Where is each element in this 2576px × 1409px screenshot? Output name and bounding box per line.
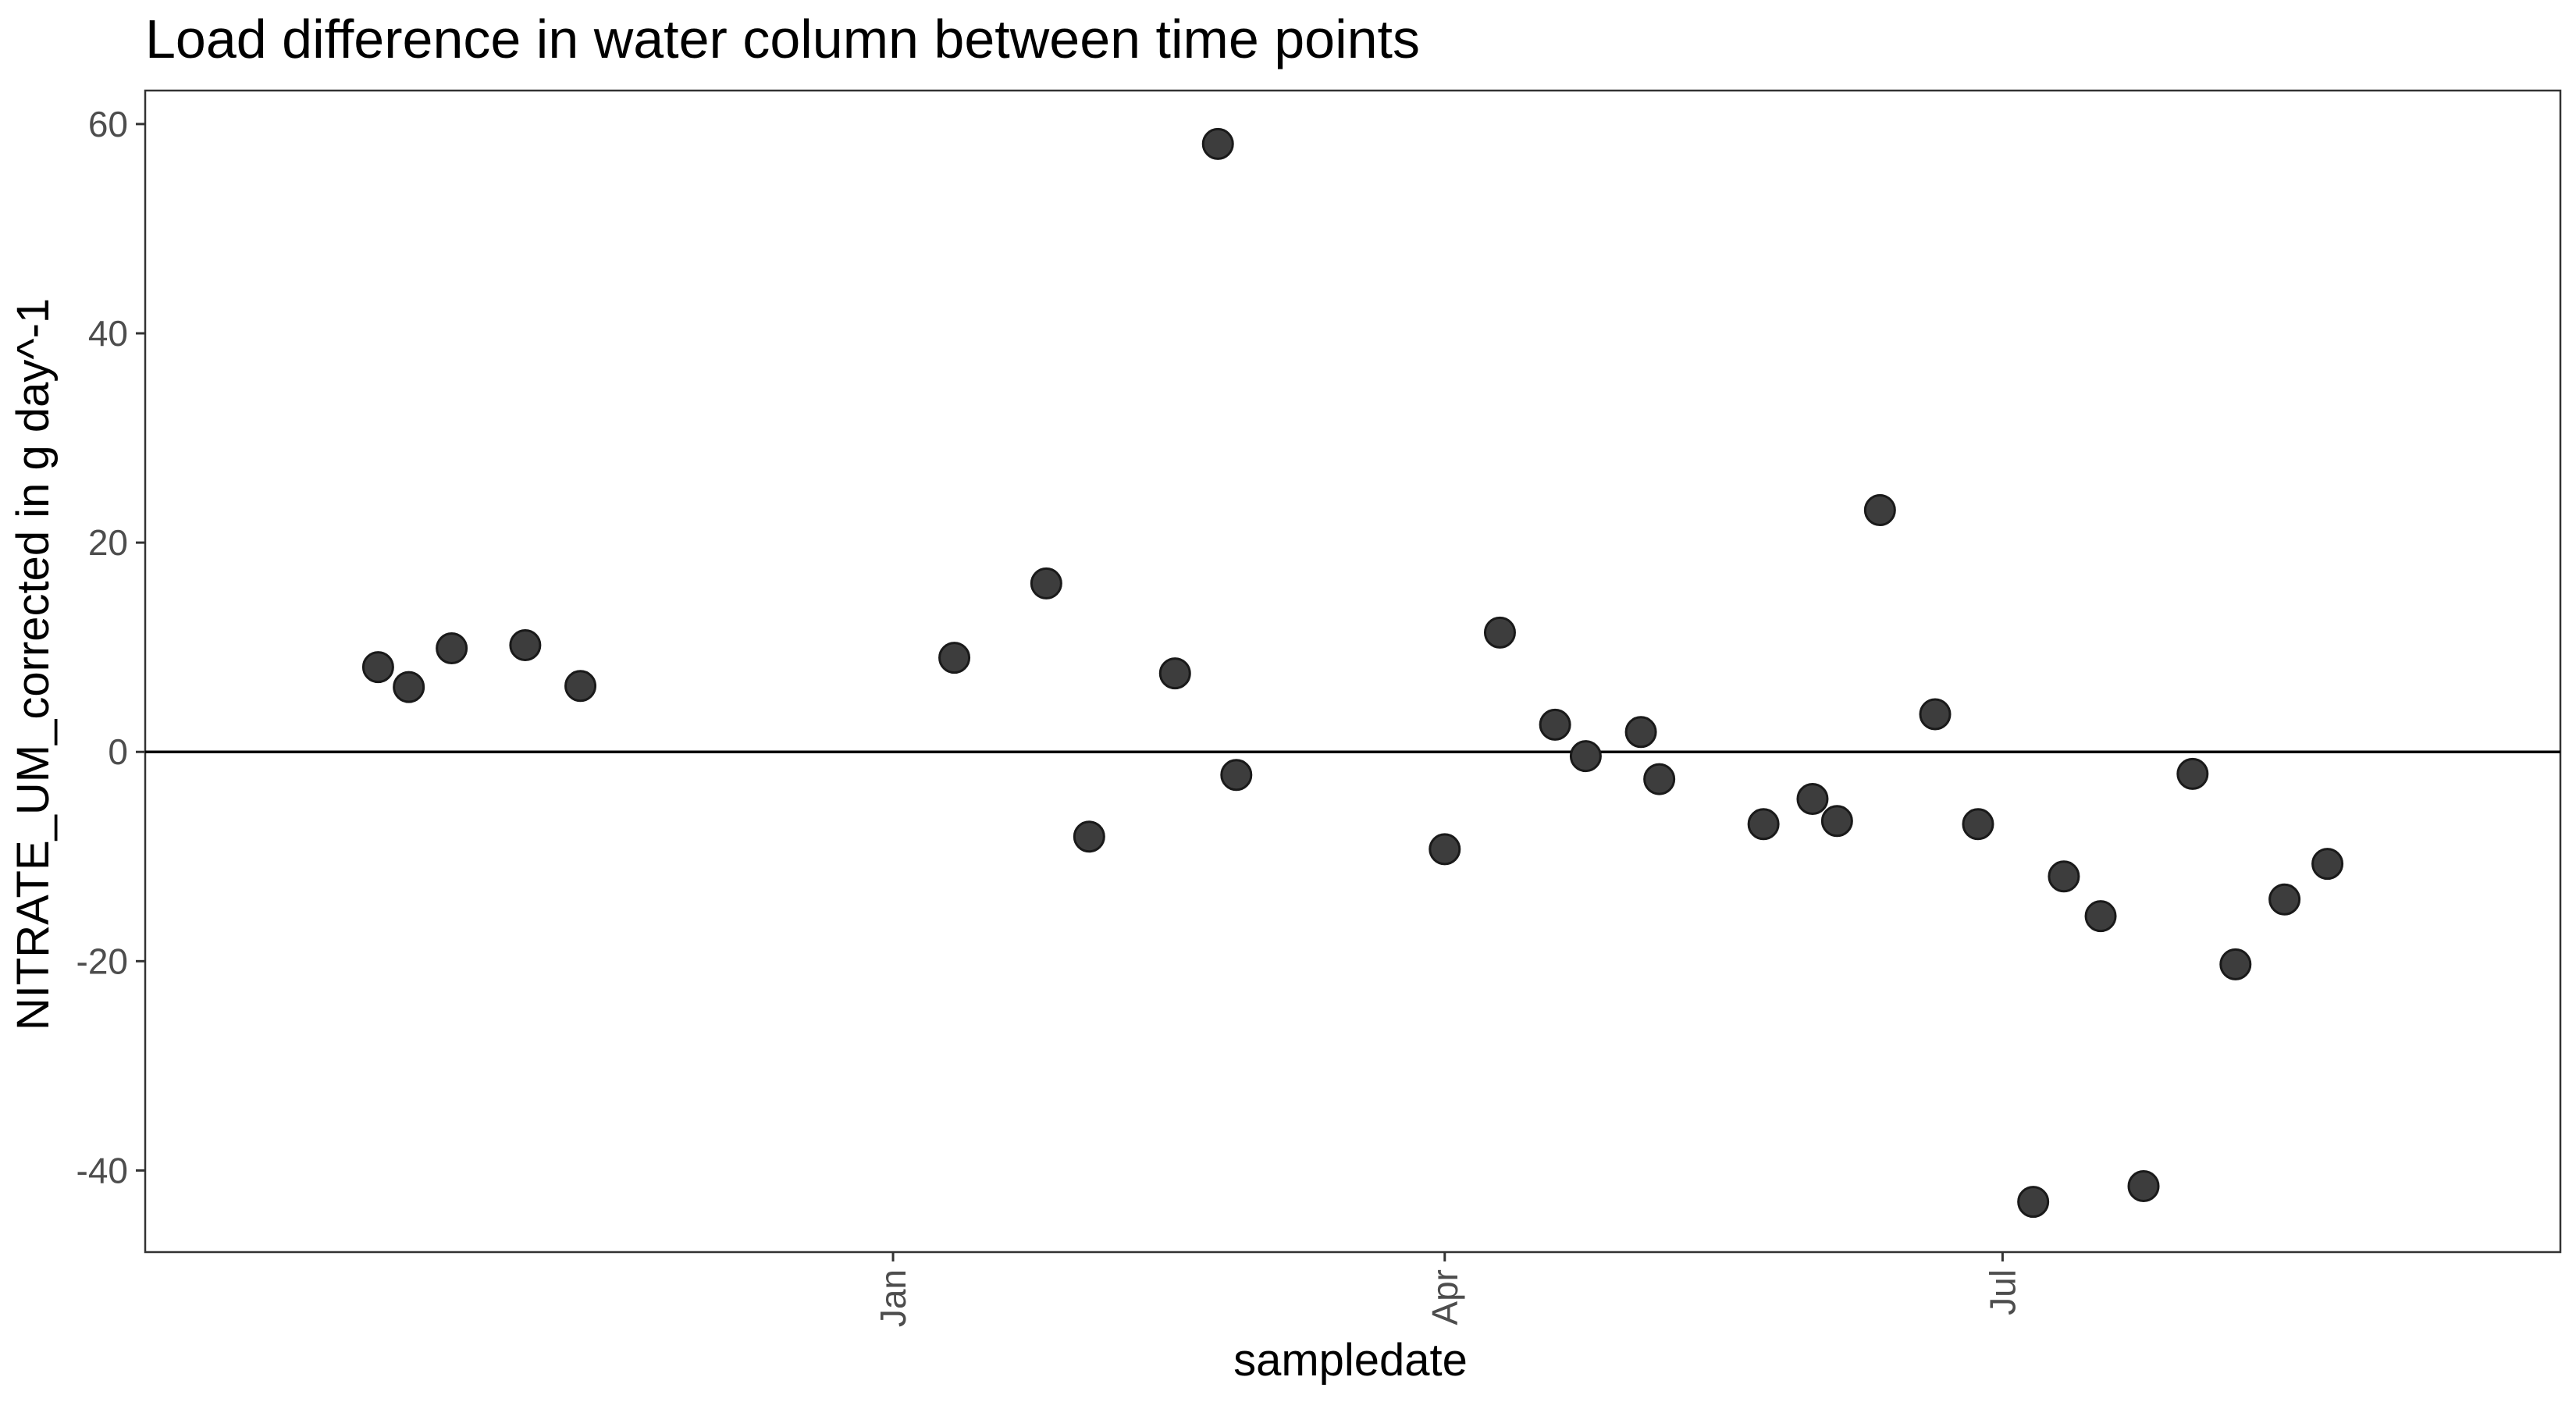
y-axis: -40 -20 0 20 40 60 [76,104,145,1190]
data-point [1919,698,1952,731]
data-point [1429,833,1461,866]
data-point [1220,759,1253,792]
plot-panel [144,89,2562,1254]
x-axis-title: sampledate [1233,1335,1468,1386]
data-point [436,632,468,665]
y-tick-label: 20 [88,522,128,563]
data-point [361,651,394,684]
data-point [2268,883,2301,916]
data-point [1569,740,1602,773]
x-tick-label: Apr [1425,1269,1465,1325]
data-point [2127,1170,2160,1203]
panel-border [144,89,2562,1254]
data-point [2176,757,2209,790]
data-point [2084,900,2117,933]
y-tick-label: 40 [88,313,128,354]
data-point [509,628,542,661]
y-axis-title: NITRATE_UM_corrected in g day^-1 [8,298,59,1030]
x-tick-label: Jul [1982,1269,2023,1315]
y-tick-label: 0 [108,731,128,772]
data-point [1539,708,1571,741]
y-tick-label: -40 [76,1150,128,1190]
data-point [2048,860,2080,893]
data-point [1483,616,1516,649]
data-point [938,642,971,674]
x-tick-label: Jan [873,1269,913,1327]
data-point [1747,808,1780,841]
chart-title: Load difference in water column between … [145,9,1420,69]
data-point [564,670,597,703]
data-point [1201,127,1234,160]
data-point [1158,657,1191,690]
data-point [1030,567,1062,600]
data-point [1820,805,1853,838]
data-point [1073,820,1105,853]
data-point [1962,808,1994,841]
data-point [2017,1186,2050,1219]
data-point [2311,848,2344,881]
y-tick-label: -20 [76,941,128,981]
data-point [1796,783,1829,816]
data-point [1643,763,1676,795]
data-point [2219,948,2252,980]
y-tick-label: 60 [88,104,128,144]
data-point [1863,494,1896,527]
data-points [361,127,2344,1219]
data-point [393,671,425,703]
data-point [1624,716,1657,749]
x-axis: Jan Apr Jul [873,1252,2023,1327]
